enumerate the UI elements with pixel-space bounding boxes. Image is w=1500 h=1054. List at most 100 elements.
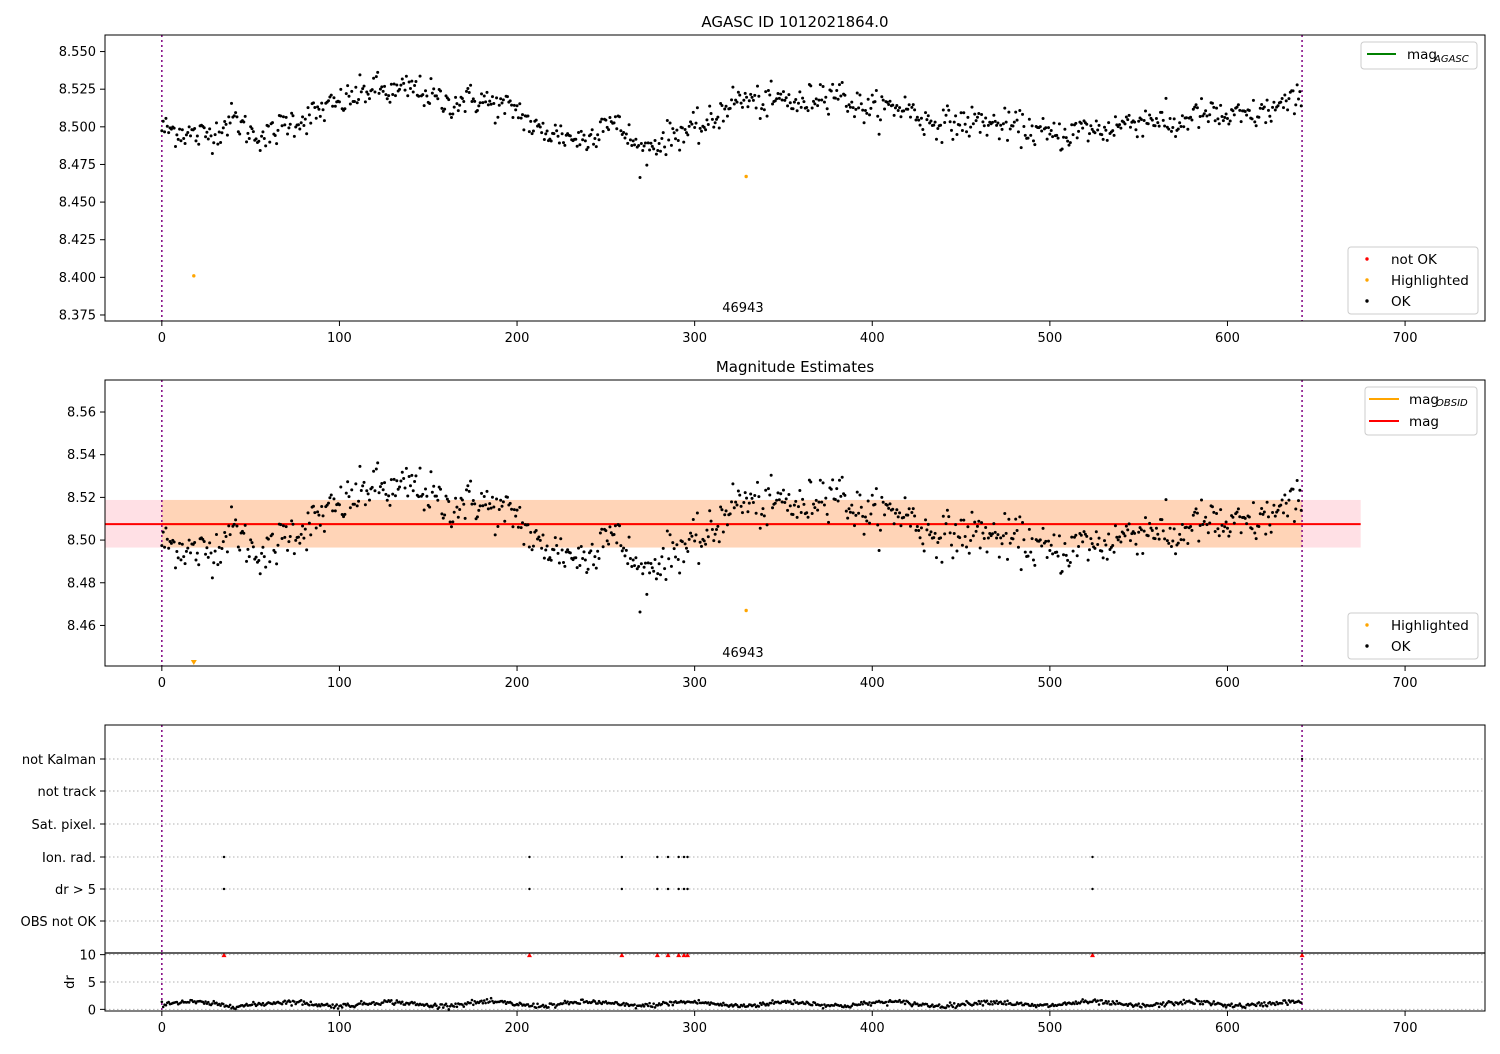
dr-point xyxy=(820,1003,824,1007)
ok-point xyxy=(358,73,362,77)
ok-point xyxy=(542,138,546,142)
dr-point xyxy=(167,1000,170,1004)
ok-point xyxy=(738,93,742,97)
ok-point xyxy=(1186,542,1190,546)
ok-point xyxy=(333,509,337,513)
dr-point xyxy=(1257,1001,1261,1004)
dr-point xyxy=(850,1004,854,1008)
ok-point xyxy=(346,480,350,484)
ok-point xyxy=(418,74,422,78)
ok-point xyxy=(537,535,541,539)
ok-point xyxy=(529,530,533,534)
ok-point xyxy=(698,126,702,130)
ok-point xyxy=(952,531,956,535)
ok-point xyxy=(441,516,445,520)
ok-point xyxy=(1023,133,1027,137)
ok-point xyxy=(1004,120,1008,124)
ok-point xyxy=(668,533,672,537)
ok-point xyxy=(753,493,757,497)
ok-point xyxy=(254,137,258,141)
ok-point xyxy=(1134,128,1138,132)
ok-point xyxy=(974,529,978,533)
dr-point xyxy=(648,1001,651,1005)
ok-point xyxy=(1075,136,1079,140)
ok-point xyxy=(332,96,336,100)
flag-label: Sat. pixel. xyxy=(32,818,96,833)
ok-point xyxy=(1067,564,1071,568)
ok-point xyxy=(1284,99,1288,103)
ok-point xyxy=(566,548,570,552)
ok-point xyxy=(553,536,557,540)
ok-point xyxy=(709,111,713,115)
ok-point xyxy=(1243,516,1247,520)
ok-point xyxy=(702,125,706,129)
ok-point xyxy=(1266,515,1270,519)
ok-point xyxy=(680,540,684,544)
ok-point xyxy=(559,124,563,128)
dr-point xyxy=(670,1000,673,1004)
dr-point xyxy=(1286,1003,1289,1007)
dr-point xyxy=(480,999,483,1003)
ok-point xyxy=(247,555,251,559)
dr-point xyxy=(437,1006,441,1009)
ok-point xyxy=(626,141,630,145)
ok-point xyxy=(732,102,736,106)
ok-point xyxy=(765,523,769,527)
ok-point xyxy=(377,91,381,95)
ok-point xyxy=(798,488,802,492)
ok-point xyxy=(410,79,414,83)
ok-point xyxy=(874,89,878,93)
dr-point xyxy=(593,1000,597,1003)
ok-point xyxy=(844,509,848,513)
ok-point xyxy=(286,132,290,136)
x-tick-label: 100 xyxy=(327,676,352,691)
ok-point xyxy=(160,129,164,133)
dr-point xyxy=(484,1001,487,1005)
flag-point xyxy=(656,887,659,891)
ok-point xyxy=(443,107,447,111)
ok-point xyxy=(383,481,387,485)
ok-point xyxy=(484,100,488,104)
ok-point xyxy=(936,127,940,131)
ok-point xyxy=(561,561,565,565)
ok-point xyxy=(264,565,268,569)
ok-point xyxy=(1049,543,1053,547)
ok-point xyxy=(1251,501,1255,505)
dr-point xyxy=(1107,1000,1110,1003)
ok-point xyxy=(238,132,242,136)
ok-point xyxy=(344,491,348,495)
ok-point xyxy=(266,124,270,128)
ok-point xyxy=(888,99,892,103)
dr-point xyxy=(400,1000,404,1004)
ok-point xyxy=(204,135,208,139)
ok-point xyxy=(245,140,249,144)
ok-point xyxy=(1118,123,1122,127)
ok-point xyxy=(163,545,167,549)
ok-point xyxy=(372,76,376,80)
flag-point xyxy=(666,887,670,891)
ok-point xyxy=(186,131,190,135)
ok-point xyxy=(389,82,393,86)
ok-point xyxy=(542,556,546,560)
dr-point xyxy=(308,1003,311,1007)
ok-point xyxy=(521,113,525,117)
ok-point xyxy=(1086,139,1090,143)
x-tick-label: 700 xyxy=(1393,1021,1418,1036)
ok-point xyxy=(411,489,415,493)
ok-point xyxy=(984,526,988,530)
ok-point xyxy=(704,542,708,546)
ok-point xyxy=(213,549,217,553)
ok-point xyxy=(765,114,769,118)
ok-point xyxy=(522,128,526,132)
ok-point xyxy=(448,112,452,116)
ok-point xyxy=(874,487,878,491)
ok-point xyxy=(736,90,740,94)
ok-point xyxy=(911,507,915,511)
ok-point xyxy=(521,521,525,525)
ok-point xyxy=(223,531,227,535)
ok-point xyxy=(508,501,512,505)
dr-point xyxy=(299,999,303,1002)
ok-point xyxy=(635,567,639,571)
dr-point xyxy=(455,1005,459,1009)
ok-point xyxy=(822,503,826,507)
